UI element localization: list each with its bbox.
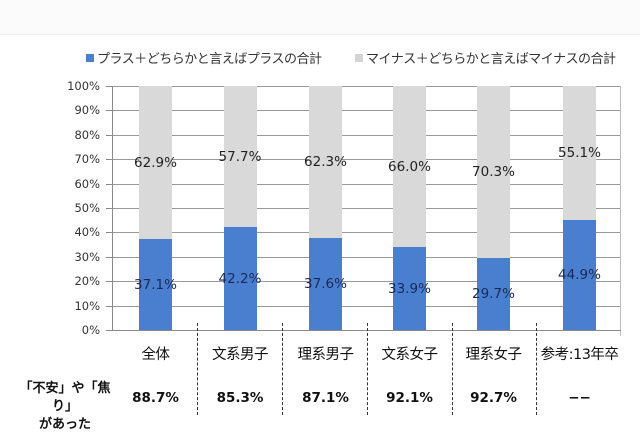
y-tick-label: 90% [74, 103, 100, 118]
y-tick-label: 80% [74, 127, 100, 142]
legend-item-plus: プラス＋どちらかと言えばプラスの合計 [86, 48, 322, 67]
stacked-bar [393, 86, 426, 330]
bar-segment-minus [309, 86, 342, 239]
data-label-plus: 37.6% [304, 276, 347, 293]
data-label-minus: 66.0% [388, 158, 431, 175]
gridline [113, 208, 620, 209]
y-tick-label: 20% [74, 274, 100, 289]
y-tick [106, 208, 112, 209]
table-row-label-line2: があった [38, 417, 91, 432]
y-tick-label: 100% [67, 79, 100, 93]
gridline [113, 232, 620, 234]
x-axis-baseline [106, 330, 621, 331]
table-row-value: 88.7% [132, 390, 179, 406]
table-row-value: 92.1% [386, 390, 433, 406]
y-tick-label: 60% [74, 176, 100, 191]
y-tick-label: 10% [74, 298, 100, 313]
plot-right-border [620, 86, 621, 336]
bar-segment-minus [477, 86, 510, 258]
category-label: 理系男子 [297, 347, 355, 363]
y-tick-label: 40% [74, 225, 100, 240]
legend-swatch-plus-icon [86, 53, 94, 62]
gridline [113, 305, 620, 307]
category-label: 理系女子 [465, 347, 523, 363]
table-row-label-line1: 「不安」や「焦り」 [19, 381, 111, 414]
bar-segment-plus [563, 220, 596, 330]
bar-segment-minus [139, 86, 172, 240]
bar-segment-minus [563, 86, 596, 221]
gridline [113, 256, 620, 258]
gridline [113, 281, 620, 283]
data-label-plus: 42.2% [218, 270, 262, 287]
bar-segment-plus [393, 247, 426, 330]
legend-label-plus: プラス＋どちらかと言えばプラスの合計 [97, 52, 322, 67]
bar-segment-plus [223, 227, 257, 330]
category-label: 文系男子 [212, 347, 269, 363]
data-label-minus: 55.1% [558, 145, 601, 162]
data-label-plus: 33.9% [388, 280, 431, 297]
data-label-minus: 62.9% [134, 154, 177, 171]
y-tick [106, 110, 112, 112]
data-label-plus: 37.1% [134, 276, 177, 293]
gridline [113, 86, 620, 87]
table-row-value: 85.3% [216, 390, 264, 406]
y-tick-label: 30% [74, 249, 100, 264]
data-label-plus: 44.9% [558, 267, 601, 284]
stacked-bar [139, 86, 172, 330]
y-axis-line [112, 86, 113, 331]
gridline [113, 134, 620, 136]
y-tick [106, 159, 112, 161]
legend-swatch-minus-icon [355, 53, 363, 62]
y-tick [106, 256, 112, 258]
chart-legend: プラス＋どちらかと言えばプラスの合計 マイナス＋どちらかと言えばマイナスの合計 [0, 48, 640, 68]
gridline [113, 183, 620, 185]
table-row-value: 87.1% [302, 390, 349, 406]
y-tick [106, 232, 112, 234]
category-label: 参考:13年卒 [540, 347, 619, 363]
plot-area [113, 86, 620, 330]
bar-segment-minus [393, 86, 426, 248]
y-tick-label: 50% [74, 201, 100, 215]
bar-segment-minus [223, 86, 257, 228]
column-divider [452, 323, 453, 415]
y-tick [106, 305, 112, 307]
data-label-minus: 57.7% [218, 148, 262, 165]
y-tick [106, 134, 112, 136]
gridline [113, 110, 620, 112]
bar-segment-plus [477, 257, 510, 330]
gridline [113, 159, 620, 161]
data-label-minus: 70.3% [472, 163, 515, 180]
column-divider [197, 323, 198, 415]
y-tick-label: 0% [81, 323, 100, 337]
data-label-plus: 29.7% [472, 285, 515, 302]
y-tick [106, 86, 112, 87]
stacked-bar [563, 86, 596, 330]
legend-label-minus: マイナス＋どちらかと言えばマイナスの合計 [366, 52, 616, 67]
column-divider [282, 323, 283, 415]
data-label-minus: 62.3% [304, 154, 347, 171]
top-band [0, 0, 640, 35]
column-divider [367, 323, 368, 415]
stacked-bar [309, 86, 342, 330]
category-label: 全体 [141, 347, 171, 363]
y-tick-label: 70% [74, 152, 100, 167]
table-row-value: 92.7% [470, 390, 517, 406]
bar-segment-plus [139, 239, 172, 330]
bar-segment-plus [309, 238, 342, 330]
legend-item-minus: マイナス＋どちらかと言えばマイナスの合計 [355, 48, 616, 67]
stacked-bar [223, 86, 257, 330]
category-label: 文系女子 [381, 347, 439, 363]
stacked-bar [477, 86, 510, 330]
table-row-value: −− [568, 390, 591, 406]
y-tick [106, 183, 112, 185]
y-tick [106, 281, 112, 283]
column-divider [536, 323, 537, 415]
